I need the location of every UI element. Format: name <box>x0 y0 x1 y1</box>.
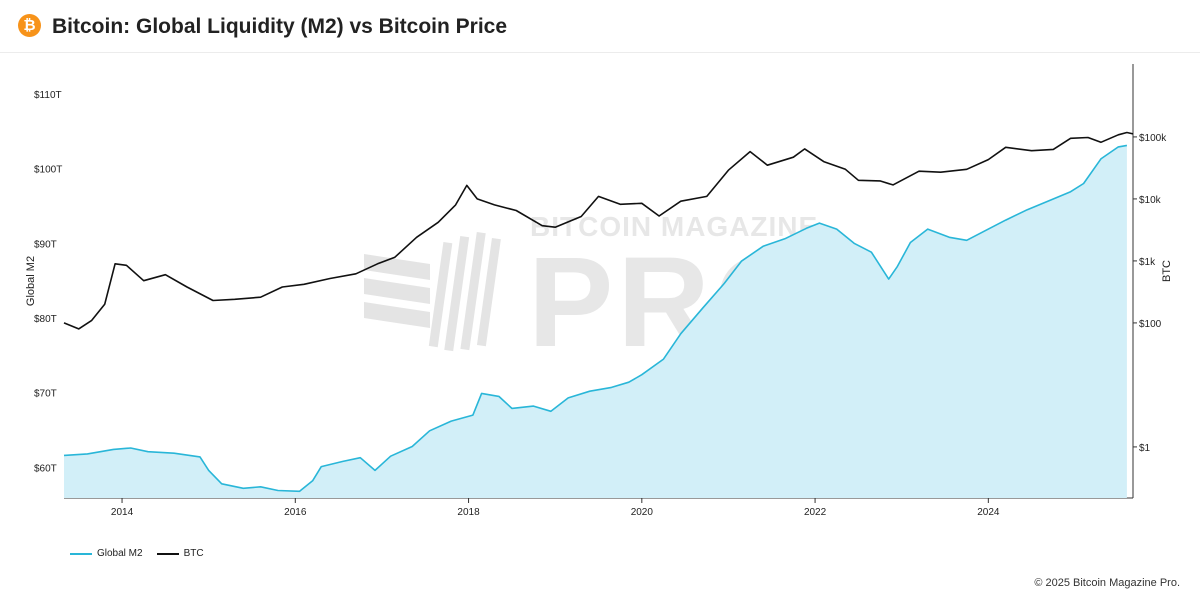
legend-item-btc[interactable]: BTC <box>156 548 204 559</box>
page-title: Bitcoin: Global Liquidity (M2) vs Bitcoi… <box>52 15 508 38</box>
copyright-text: © 2025 Bitcoin Magazine Pro. <box>1034 577 1180 589</box>
x-tick-label: 2022 <box>804 507 827 518</box>
y-right-tick-label: $100k <box>1139 133 1167 144</box>
watermark-bars-icon <box>364 232 501 352</box>
y-left-tick-label: $60T <box>34 463 57 474</box>
chart-legend: Global M2 BTC <box>70 548 204 559</box>
x-tick-label: 2016 <box>284 507 307 518</box>
y-right-tick-label: $10k <box>1139 195 1162 206</box>
watermark-top-text: BITCOIN MAGAZINE <box>530 211 818 242</box>
series-line-1 <box>63 131 1134 330</box>
y-left-tick-label: $100T <box>34 165 62 176</box>
y-right-tick-label: $1 <box>1139 443 1151 454</box>
y-right-tick-label: $100 <box>1139 319 1162 330</box>
legend-item-m2[interactable]: Global M2 <box>70 548 143 559</box>
x-tick-label: 2020 <box>631 507 654 518</box>
y-left-tick-label: $70T <box>34 389 57 400</box>
chart-labels: 2014 2016 2018 2020 2022 2024 $60T $70T $80T $90T… <box>25 90 1173 518</box>
bitcoin-logo-icon: ₿ <box>18 14 41 37</box>
x-tick-label: 2018 <box>457 507 480 518</box>
y-left-axis-title: Global M2 <box>25 256 37 306</box>
legend-label-btc: BTC <box>183 548 204 559</box>
legend-label-m2: Global M2 <box>97 548 143 559</box>
y-left-tick-label: $110T <box>34 90 62 101</box>
legend-swatch-m2 <box>70 552 92 555</box>
y-right-axis-title: BTC <box>1161 260 1173 282</box>
y-left-tick-label: $90T <box>34 239 57 250</box>
y-right-tick-label: $1k <box>1139 257 1156 268</box>
legend-swatch-btc <box>156 552 179 555</box>
x-tick-label: 2024 <box>977 507 1000 518</box>
chart-header: ₿ Bitcoin: Global Liquidity (M2) vs Bitc… <box>0 0 1200 53</box>
y-left-tick-label: $80T <box>34 314 57 325</box>
series-area-0 <box>64 145 1127 498</box>
chart-series <box>63 131 1134 498</box>
series-line-0 <box>63 144 1128 493</box>
x-tick-label: 2014 <box>111 507 134 518</box>
chart-area: BITCOIN MAGAZINE PRO 2014 2016 2018 2020 202… <box>25 64 1173 518</box>
